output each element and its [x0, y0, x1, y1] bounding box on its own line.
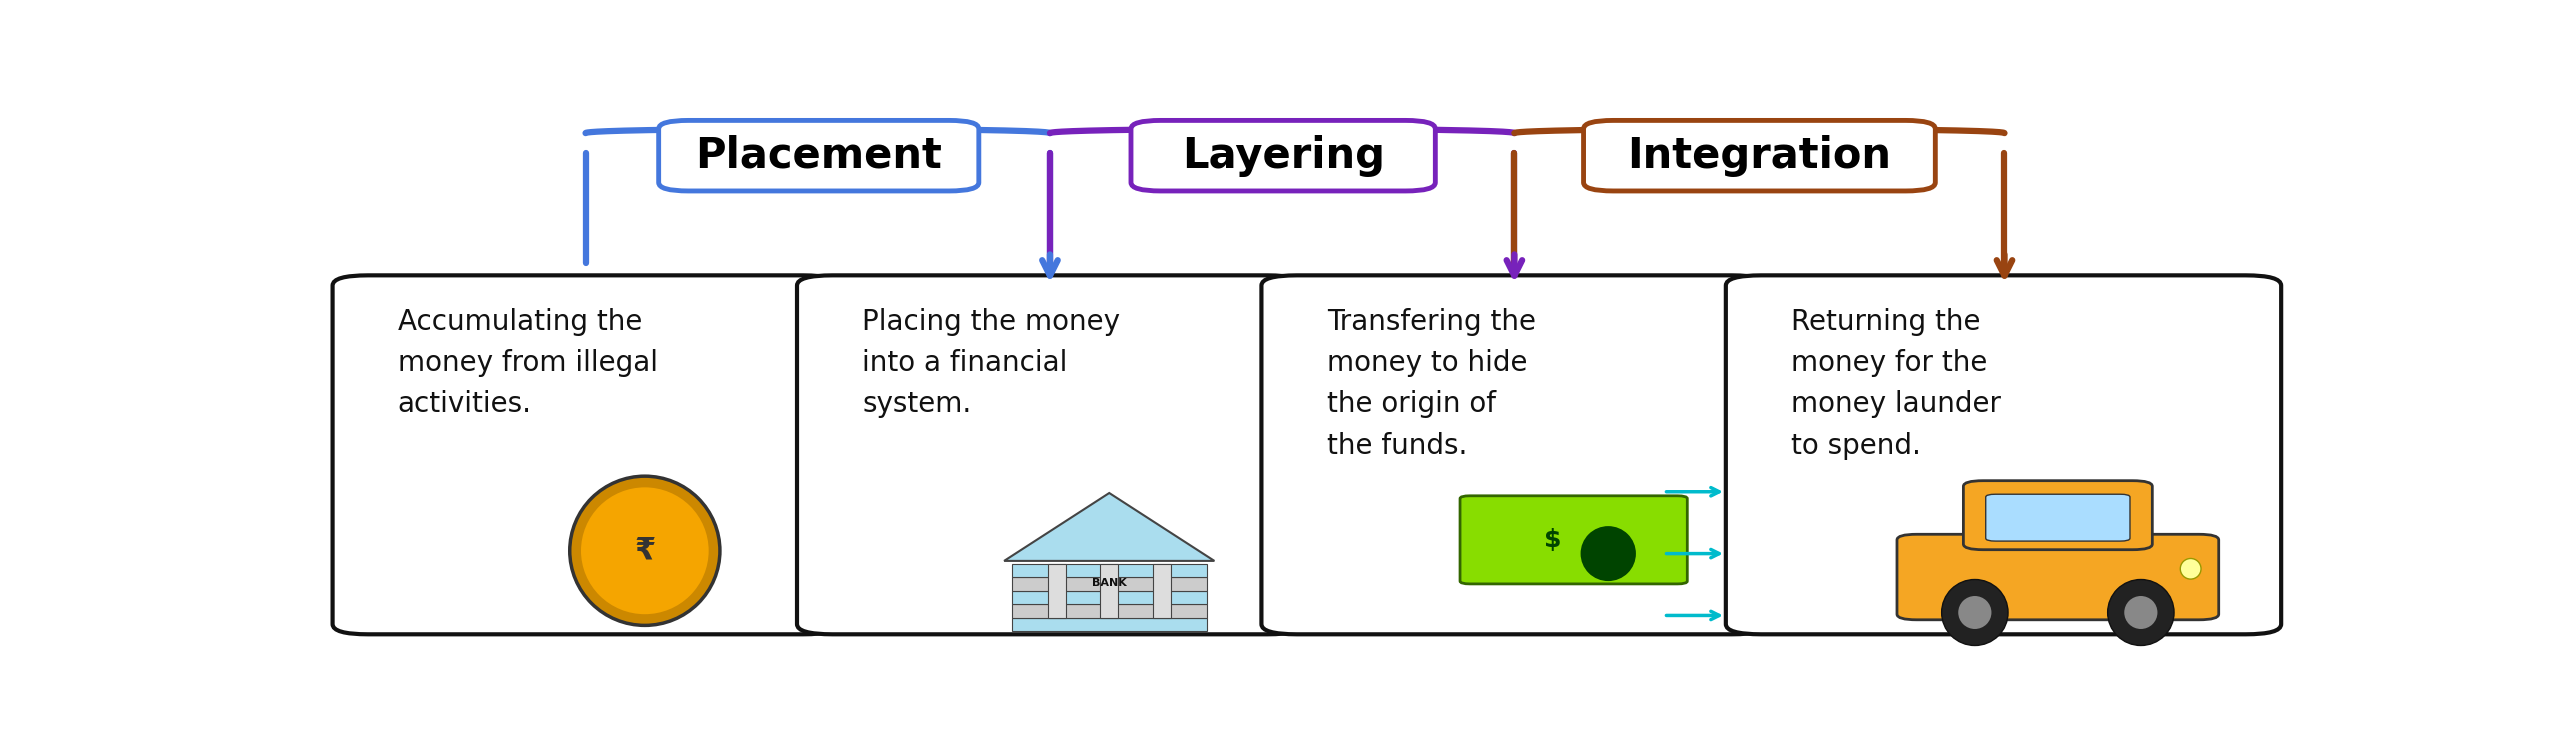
- Text: Placement: Placement: [696, 135, 941, 177]
- FancyBboxPatch shape: [1584, 120, 1935, 191]
- Bar: [1048, 564, 1066, 618]
- FancyBboxPatch shape: [332, 276, 839, 634]
- Polygon shape: [1005, 493, 1214, 561]
- Bar: [1012, 564, 1206, 578]
- FancyBboxPatch shape: [1986, 494, 2129, 541]
- Text: Returning the
money for the
money launder
to spend.: Returning the money for the money launde…: [1790, 308, 2002, 460]
- Ellipse shape: [2124, 596, 2157, 629]
- Text: Integration: Integration: [1627, 135, 1892, 177]
- Bar: [1153, 564, 1170, 618]
- Text: $: $: [1545, 528, 1561, 552]
- Bar: [1012, 618, 1206, 631]
- Bar: [1099, 564, 1119, 618]
- Ellipse shape: [1941, 580, 2007, 646]
- Text: Transfering the
money to hide
the origin of
the funds.: Transfering the money to hide the origin…: [1326, 308, 1535, 460]
- FancyBboxPatch shape: [798, 276, 1303, 634]
- Ellipse shape: [1581, 526, 1637, 581]
- Text: BANK: BANK: [1091, 578, 1127, 588]
- FancyBboxPatch shape: [1461, 496, 1688, 584]
- Text: Accumulating the
money from illegal
activities.: Accumulating the money from illegal acti…: [398, 308, 658, 419]
- Bar: [1012, 578, 1206, 591]
- Ellipse shape: [1958, 596, 1992, 629]
- Ellipse shape: [569, 476, 719, 625]
- Ellipse shape: [2180, 559, 2201, 579]
- FancyBboxPatch shape: [1897, 534, 2218, 620]
- FancyBboxPatch shape: [1262, 276, 1767, 634]
- FancyBboxPatch shape: [1132, 120, 1436, 191]
- Bar: [1012, 604, 1206, 618]
- Bar: [1012, 591, 1206, 604]
- Ellipse shape: [581, 487, 709, 614]
- FancyBboxPatch shape: [658, 120, 979, 191]
- Text: Layering: Layering: [1181, 135, 1385, 177]
- Ellipse shape: [2109, 580, 2175, 646]
- Text: Placing the money
into a financial
system.: Placing the money into a financial syste…: [862, 308, 1119, 419]
- FancyBboxPatch shape: [1726, 276, 2282, 634]
- FancyBboxPatch shape: [1964, 481, 2152, 550]
- Text: ₹: ₹: [635, 537, 655, 565]
